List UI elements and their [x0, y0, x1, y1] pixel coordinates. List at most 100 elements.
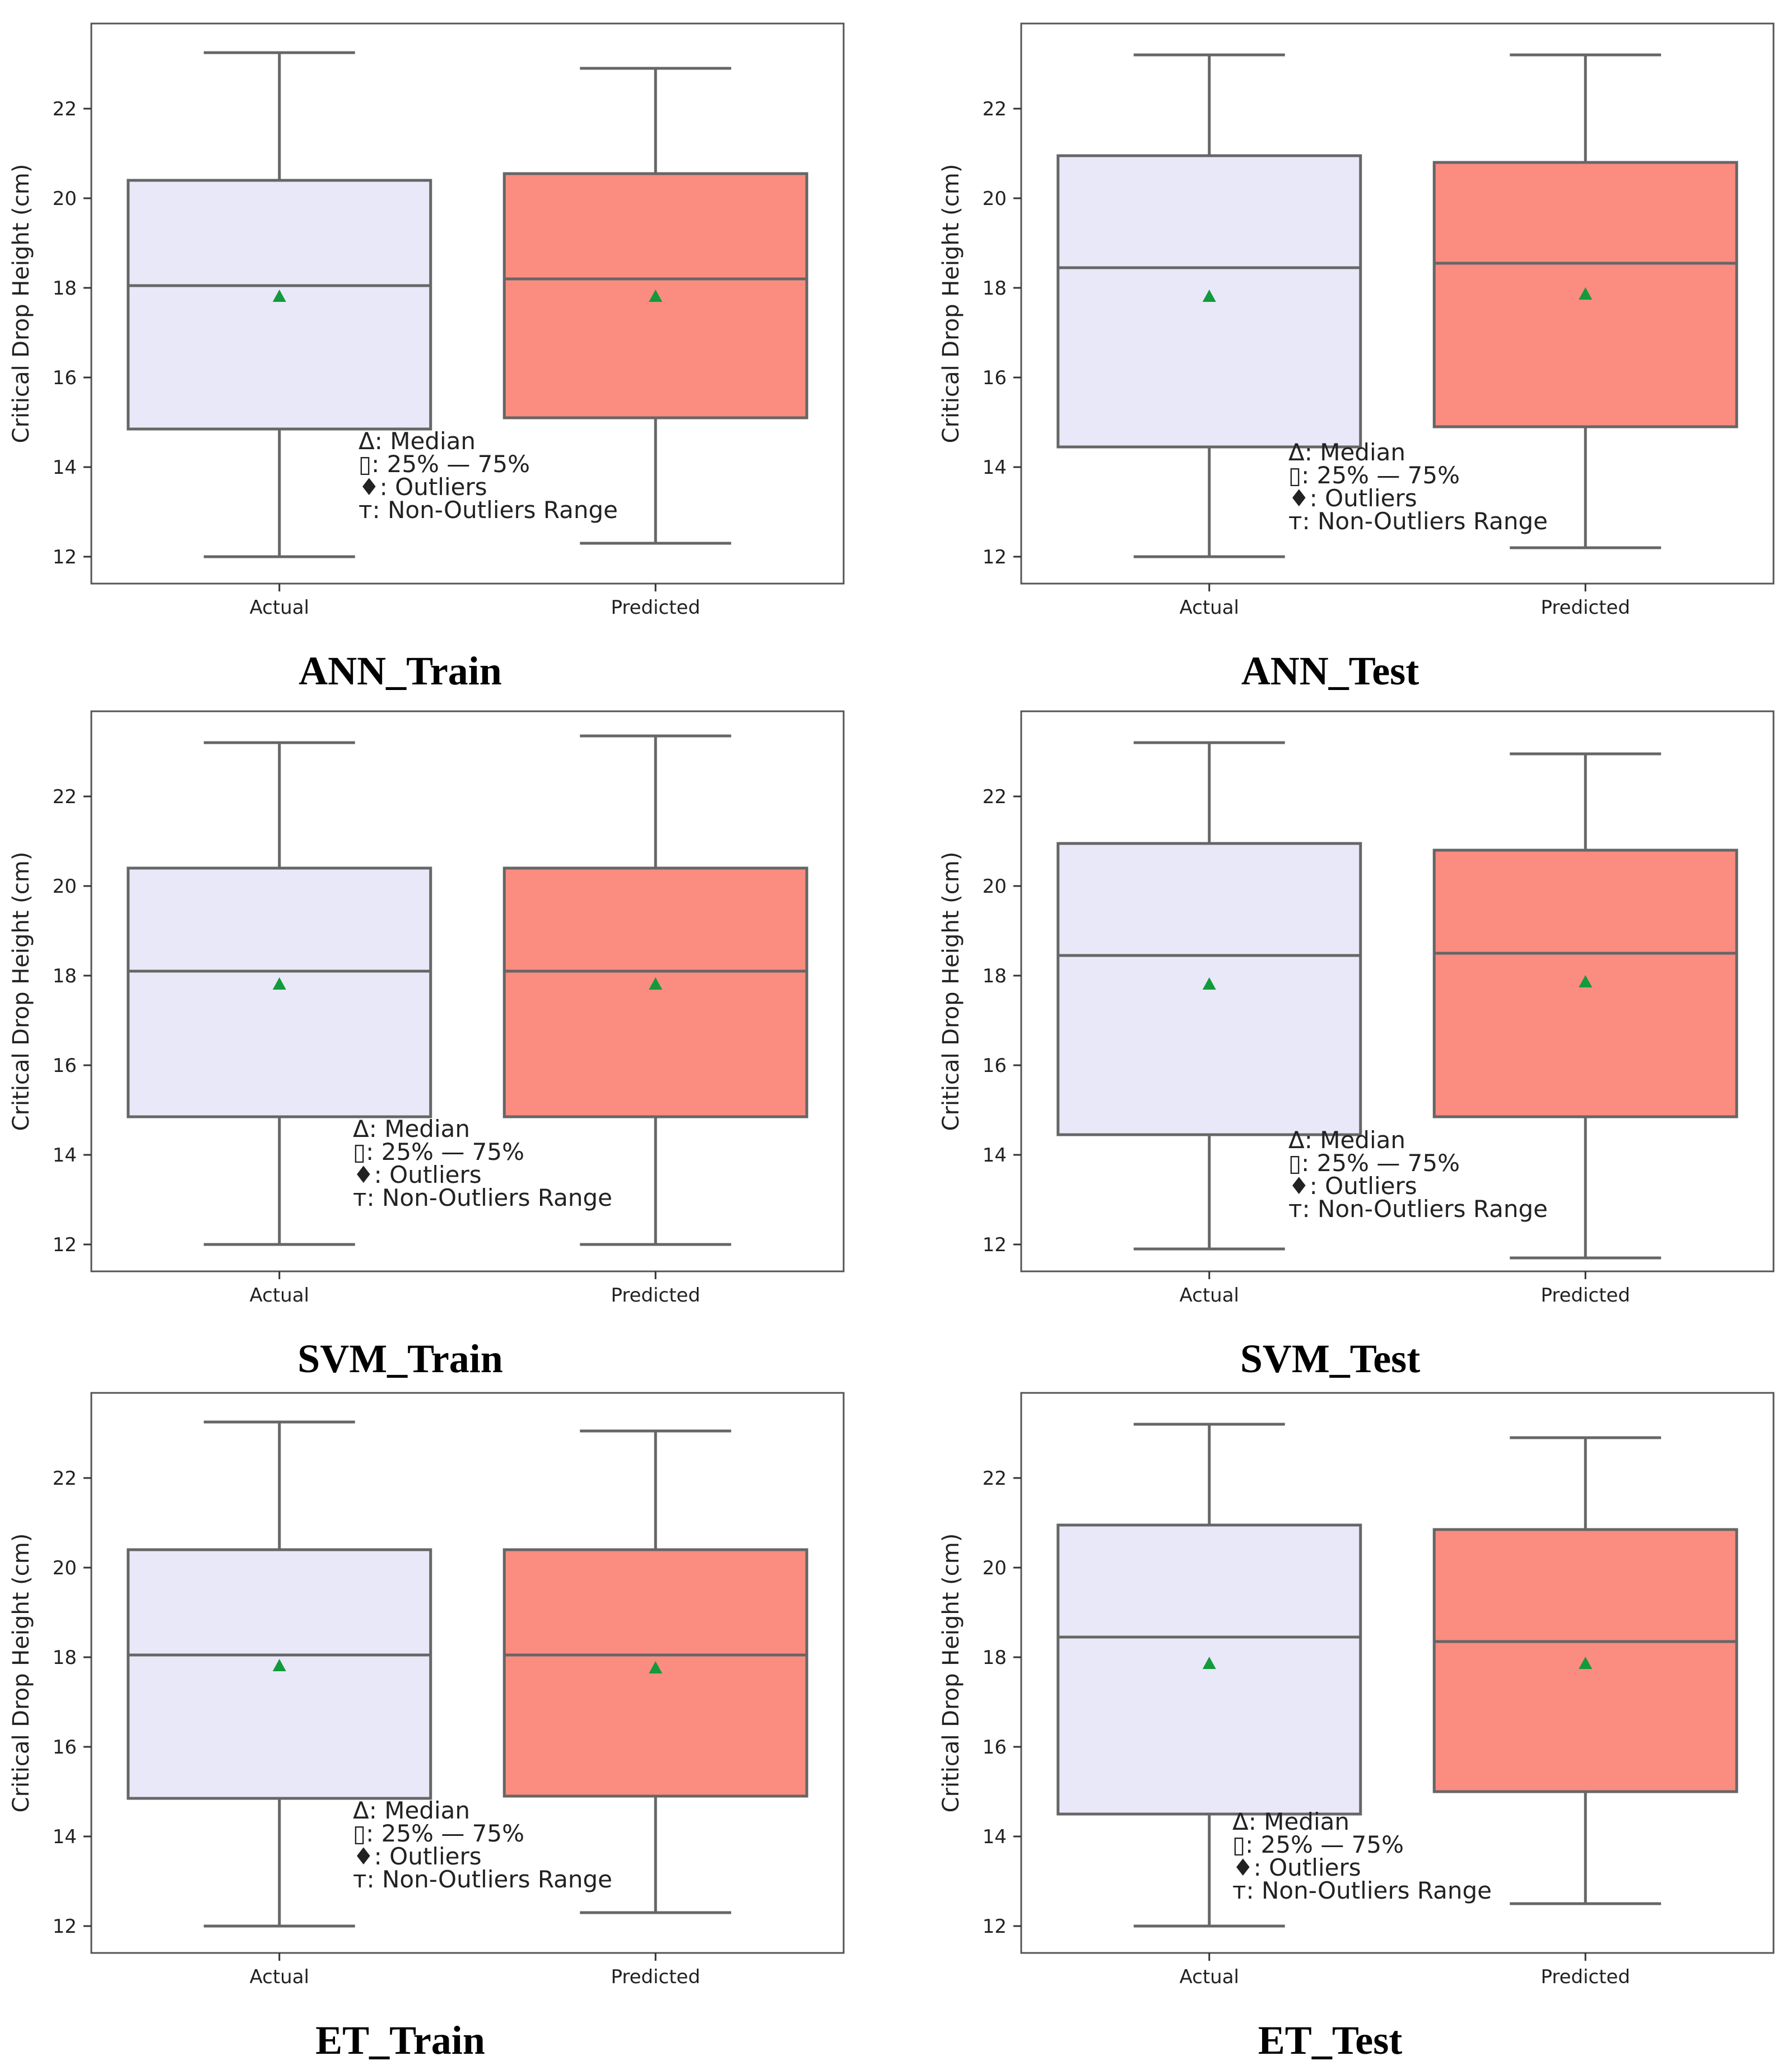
y-tick-label: 12	[983, 1915, 1007, 1938]
y-tick-label: 14	[53, 1144, 77, 1167]
legend-entry: т: Non-Outliers Range	[359, 496, 618, 524]
legend-entry: ▯: 25% — 75%	[353, 1138, 524, 1165]
legend-entry: ▯: 25% — 75%	[353, 1820, 524, 1847]
y-tick-label: 16	[53, 1736, 77, 1759]
legend-entry: ▯: 25% — 75%	[1288, 1149, 1460, 1177]
box-actual	[1056, 53, 1362, 558]
mean-marker	[272, 290, 286, 302]
legend-entry: ♦: Outliers	[1288, 1172, 1417, 1200]
panel-title: ANN_Test	[1241, 649, 1419, 693]
y-tick-label: 20	[53, 1557, 77, 1579]
y-tick-label: 22	[983, 786, 1007, 808]
y-tick-label: 18	[53, 965, 77, 987]
iqr-box	[1056, 1523, 1362, 1816]
box-predicted	[502, 734, 808, 1246]
legend-entry: т: Non-Outliers Range	[1288, 1195, 1548, 1223]
legend-entry: т: Non-Outliers Range	[1288, 507, 1548, 535]
mean-marker	[1202, 977, 1216, 990]
x-tick-label: Predicted	[611, 1284, 700, 1307]
y-tick-label: 12	[983, 1234, 1007, 1256]
y-tick-label: 14	[983, 1144, 1007, 1167]
y-tick-label: 12	[53, 546, 77, 568]
mean-marker	[649, 1661, 663, 1673]
y-axis-label: Critical Drop Height (cm)	[8, 164, 34, 444]
legend-entry: ▯: 25% — 75%	[1232, 1831, 1404, 1858]
x-tick-label: Predicted	[611, 1966, 700, 1988]
y-tick-label: 20	[983, 188, 1007, 210]
mean-marker	[649, 290, 663, 302]
y-tick-label: 14	[53, 1826, 77, 1848]
mean-marker	[649, 977, 663, 990]
y-tick-label: 22	[983, 98, 1007, 120]
box-actual	[127, 51, 432, 558]
y-axis-label: Critical Drop Height (cm)	[8, 1533, 34, 1813]
y-axis-label: Critical Drop Height (cm)	[938, 164, 964, 444]
box-predicted	[1432, 1436, 1738, 1905]
panel-title: SVM_Train	[297, 1336, 503, 1381]
iqr-box	[127, 1548, 432, 1800]
box-predicted	[1432, 53, 1738, 549]
legend-entry: ♦: Outliers	[1232, 1854, 1361, 1881]
mean-marker	[1579, 287, 1593, 300]
legend-entry: ▯: 25% — 75%	[359, 450, 530, 478]
legend-entry: Δ: Median	[1288, 1126, 1405, 1154]
x-tick-label: Predicted	[611, 596, 700, 619]
legend-entry: Δ: Median	[359, 427, 476, 455]
box-actual	[1056, 1423, 1362, 1928]
y-tick-label: 20	[983, 1557, 1007, 1579]
mean-marker	[1202, 290, 1216, 302]
legend-entry: Δ: Median	[353, 1797, 470, 1824]
y-tick-label: 16	[53, 367, 77, 389]
iqr-box	[502, 866, 808, 1118]
box-actual	[127, 1420, 432, 1928]
mean-marker	[1579, 1657, 1593, 1669]
box-predicted	[1432, 752, 1738, 1260]
chart-panel-6: 12 14 16 18 20 22 Critical Drop Height (cm) Act…	[938, 1392, 1775, 2063]
y-tick-label: 16	[53, 1055, 77, 1077]
y-axis-label: Critical Drop Height (cm)	[8, 852, 34, 1131]
y-tick-label: 22	[53, 1467, 77, 1490]
y-tick-label: 14	[53, 456, 77, 479]
y-tick-label: 16	[983, 1736, 1007, 1759]
legend-entry: Δ: Median	[353, 1115, 470, 1143]
y-tick-label: 14	[983, 456, 1007, 479]
y-axis-label: Critical Drop Height (cm)	[938, 852, 964, 1131]
x-tick-label: Actual	[249, 1284, 309, 1307]
box-actual	[127, 741, 432, 1246]
mean-marker	[272, 1659, 286, 1671]
legend-entry: Δ: Median	[1232, 1808, 1349, 1835]
x-tick-label: Actual	[1179, 1284, 1239, 1307]
box-actual	[1056, 741, 1362, 1251]
x-tick-label: Actual	[249, 596, 309, 619]
mean-marker	[1579, 975, 1593, 987]
chart-panel-4: 12 14 16 18 20 22 Critical Drop Height (cm) Act…	[938, 710, 1775, 1381]
y-tick-label: 14	[983, 1826, 1007, 1848]
y-tick-label: 12	[53, 1915, 77, 1938]
y-tick-label: 18	[983, 965, 1007, 987]
x-tick-label: Actual	[249, 1966, 309, 1988]
chart-panel-2: 12 14 16 18 20 22 Critical Drop Height (cm) Act…	[938, 22, 1775, 693]
x-tick-label: Predicted	[1540, 1284, 1630, 1307]
y-tick-label: 22	[983, 1467, 1007, 1490]
y-tick-label: 18	[983, 277, 1007, 300]
iqr-box	[127, 179, 432, 431]
y-tick-label: 16	[983, 1055, 1007, 1077]
y-tick-label: 22	[53, 98, 77, 120]
chart-panel-1: 12 14 16 18 20 22 Critical Drop Height (cm) Act…	[8, 22, 845, 693]
legend-entry: т: Non-Outliers Range	[353, 1184, 612, 1211]
x-tick-label: Actual	[1179, 1966, 1239, 1988]
y-tick-label: 12	[53, 1234, 77, 1256]
y-tick-label: 20	[983, 875, 1007, 898]
y-tick-label: 18	[53, 277, 77, 300]
panel-title: SVM_Test	[1240, 1336, 1420, 1381]
iqr-box	[127, 866, 432, 1118]
panel-title: ANN_Train	[299, 649, 502, 693]
legend-entry: т: Non-Outliers Range	[353, 1866, 612, 1893]
mean-marker	[1202, 1657, 1216, 1669]
legend-entry: ▯: 25% — 75%	[1288, 461, 1460, 489]
